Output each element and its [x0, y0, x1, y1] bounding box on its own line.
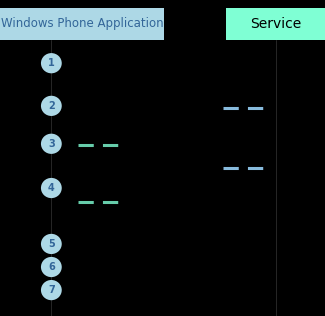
Text: Windows Phone Application: Windows Phone Application	[1, 17, 163, 30]
FancyBboxPatch shape	[0, 8, 164, 40]
Text: 5: 5	[48, 239, 55, 249]
Text: Service: Service	[250, 17, 301, 31]
Circle shape	[41, 178, 62, 198]
Circle shape	[41, 53, 62, 73]
Circle shape	[41, 280, 62, 300]
Circle shape	[41, 234, 62, 254]
Circle shape	[41, 257, 62, 277]
Text: 2: 2	[48, 101, 55, 111]
Text: 6: 6	[48, 262, 55, 272]
Text: 4: 4	[48, 183, 55, 193]
Text: 3: 3	[48, 139, 55, 149]
Circle shape	[41, 96, 62, 116]
Text: 7: 7	[48, 285, 55, 295]
Text: 1: 1	[48, 58, 55, 68]
FancyBboxPatch shape	[226, 8, 325, 40]
Circle shape	[41, 134, 62, 154]
